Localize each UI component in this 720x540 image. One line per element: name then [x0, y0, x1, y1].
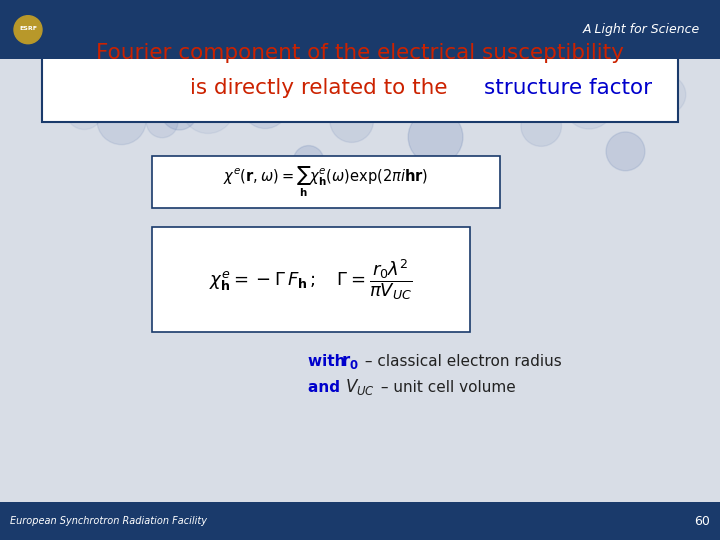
Text: $V_{UC}$: $V_{UC}$	[345, 377, 375, 397]
Circle shape	[426, 23, 454, 51]
Circle shape	[293, 146, 324, 176]
Text: with: with	[308, 354, 351, 369]
Circle shape	[648, 76, 686, 113]
Circle shape	[521, 106, 562, 146]
Circle shape	[14, 16, 42, 44]
Text: Fourier component of the electrical susceptibility: Fourier component of the electrical susc…	[96, 43, 624, 63]
FancyBboxPatch shape	[0, 502, 720, 540]
Text: $\chi^{e}(\mathbf{r},\omega) = \sum_{\mathbf{h}} \chi^{e}_{\mathbf{h}}(\omega)\e: $\chi^{e}(\mathbf{r},\omega) = \sum_{\ma…	[223, 165, 428, 199]
Circle shape	[408, 110, 463, 165]
Circle shape	[642, 63, 665, 85]
Circle shape	[66, 93, 103, 130]
Circle shape	[219, 78, 264, 122]
Circle shape	[181, 80, 235, 133]
Circle shape	[564, 79, 614, 129]
FancyBboxPatch shape	[42, 25, 678, 122]
Circle shape	[161, 94, 197, 130]
Circle shape	[116, 51, 155, 90]
Circle shape	[146, 106, 178, 138]
FancyBboxPatch shape	[0, 0, 720, 59]
Text: is directly related to the: is directly related to the	[190, 78, 454, 98]
Circle shape	[468, 91, 495, 118]
Text: $\chi^{e}_{\mathbf{h}} = -\Gamma\, F_{\mathbf{h}}\,;\quad \Gamma = \dfrac{r_0\la: $\chi^{e}_{\mathbf{h}} = -\Gamma\, F_{\m…	[209, 258, 413, 302]
Circle shape	[171, 49, 206, 84]
Circle shape	[242, 82, 289, 129]
Circle shape	[338, 52, 373, 87]
Text: $\mathbf{r_0}$: $\mathbf{r_0}$	[341, 353, 359, 371]
Circle shape	[546, 57, 571, 82]
Circle shape	[588, 51, 636, 100]
Circle shape	[415, 43, 464, 93]
Circle shape	[443, 79, 478, 114]
Circle shape	[539, 79, 576, 115]
Text: ESRF: ESRF	[19, 26, 37, 31]
Text: European Synchrotron Radiation Facility: European Synchrotron Radiation Facility	[10, 516, 207, 526]
FancyBboxPatch shape	[152, 227, 470, 332]
Text: – unit cell volume: – unit cell volume	[376, 380, 516, 395]
Circle shape	[89, 32, 120, 63]
Circle shape	[287, 86, 320, 120]
Circle shape	[97, 96, 146, 145]
Circle shape	[108, 43, 144, 79]
Text: and: and	[308, 380, 351, 395]
Circle shape	[606, 132, 645, 171]
Text: A Light for Science: A Light for Science	[582, 23, 700, 36]
Text: – classical electron radius: – classical electron radius	[360, 354, 562, 369]
FancyBboxPatch shape	[152, 156, 500, 208]
Text: structure factor: structure factor	[484, 78, 652, 98]
Circle shape	[330, 99, 374, 143]
Text: 60: 60	[694, 515, 710, 528]
